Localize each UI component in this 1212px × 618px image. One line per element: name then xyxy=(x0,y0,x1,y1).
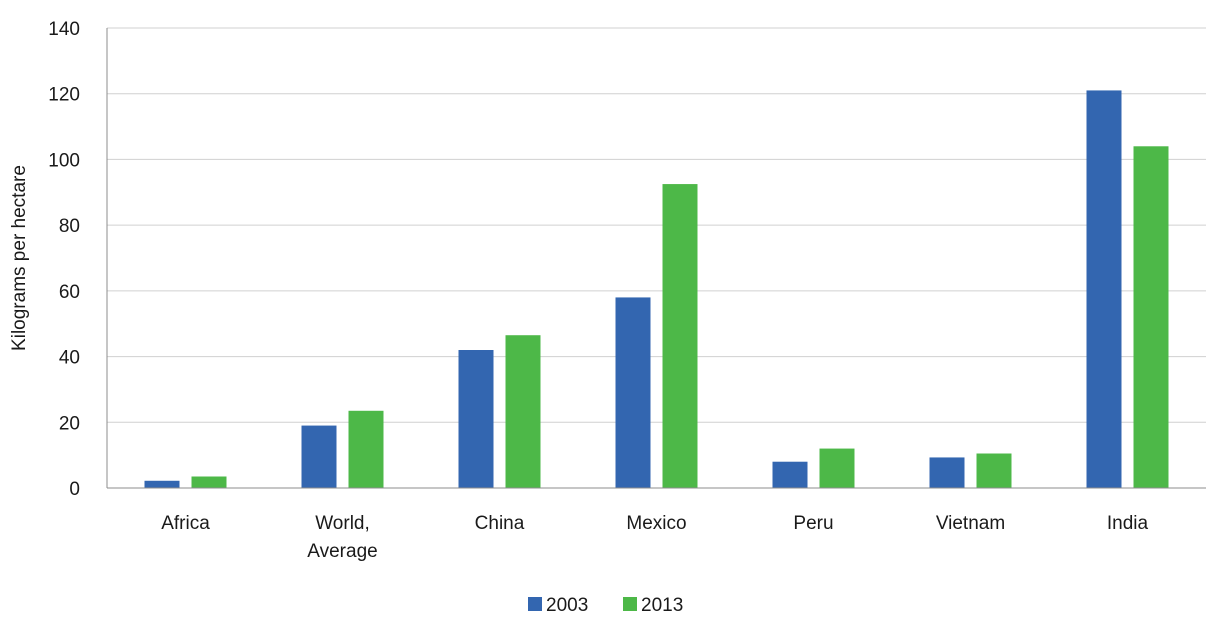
x-tick-label: Vietnam xyxy=(936,513,1005,534)
y-tick-label: 120 xyxy=(48,85,80,106)
bar-2003-4 xyxy=(772,461,808,488)
x-tick-label: Average xyxy=(307,541,377,562)
bar-2013-4 xyxy=(819,448,855,488)
y-tick-label: 60 xyxy=(59,282,80,303)
legend-label-2013: 2013 xyxy=(641,595,683,613)
y-tick-label: 80 xyxy=(59,216,80,237)
y-tick-label: 0 xyxy=(69,479,80,500)
bar-2013-1 xyxy=(348,410,384,488)
y-axis-title: Kilograms per hectare xyxy=(9,165,30,351)
axes xyxy=(106,28,1206,489)
x-tick-label: Africa xyxy=(161,513,210,534)
bar-2003-6 xyxy=(1086,90,1122,488)
bar-2003-0 xyxy=(144,480,180,488)
y-tick-label: 100 xyxy=(48,150,80,171)
bar-2013-5 xyxy=(976,453,1012,488)
y-tick-labels: 0 20 40 60 80 100 120 140 xyxy=(48,19,80,500)
bar-2013-3 xyxy=(662,184,698,489)
bar-2013-2 xyxy=(505,335,541,488)
x-tick-label: China xyxy=(475,513,525,534)
x-tick-labels: Africa World, Average China Mexico Peru Vietna… xyxy=(161,513,1148,562)
x-tick-label: Mexico xyxy=(626,513,686,534)
bar-2013-6 xyxy=(1133,146,1169,489)
bar-2003-2 xyxy=(458,350,494,488)
legend-swatch-2003 xyxy=(528,597,542,611)
x-tick-label: World, xyxy=(315,513,370,534)
y-tick-label: 140 xyxy=(48,19,80,40)
y-tick-label: 40 xyxy=(59,348,80,369)
y-tick-label: 20 xyxy=(59,413,80,434)
legend-label-2003: 2003 xyxy=(546,595,588,613)
bar-2003-1 xyxy=(301,425,337,488)
legend-swatch-2013 xyxy=(623,597,637,611)
bar-2003-3 xyxy=(615,297,651,488)
bar-2003-5 xyxy=(929,457,965,488)
gridlines xyxy=(107,27,1206,423)
bar-2013-0 xyxy=(191,476,227,488)
bars xyxy=(144,90,1169,489)
legend: 2003 2013 xyxy=(528,595,683,616)
x-tick-label: Peru xyxy=(793,513,833,534)
x-tick-label: India xyxy=(1107,513,1149,534)
